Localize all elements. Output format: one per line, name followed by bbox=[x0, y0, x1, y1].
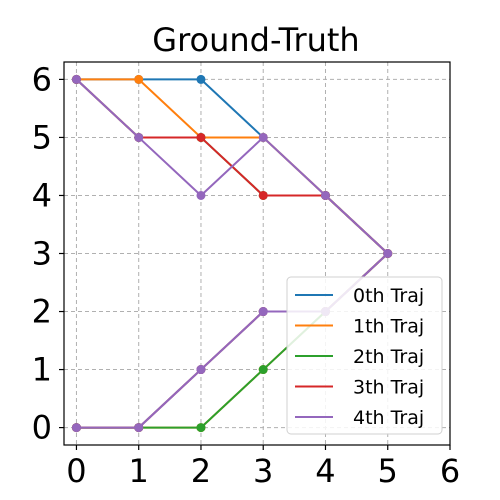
data-point bbox=[258, 190, 268, 200]
x-tick-label: 5 bbox=[378, 452, 398, 490]
legend-label: 4th Traj bbox=[353, 407, 424, 429]
data-point bbox=[71, 423, 81, 433]
data-point bbox=[258, 365, 268, 375]
y-tick-label: 6 bbox=[32, 60, 52, 98]
data-point bbox=[134, 74, 144, 84]
legend-label: 2th Traj bbox=[353, 346, 424, 368]
data-point bbox=[196, 365, 206, 375]
legend-label: 0th Traj bbox=[353, 285, 424, 307]
x-tick-label: 6 bbox=[440, 452, 460, 490]
data-point bbox=[196, 74, 206, 84]
series-4 bbox=[71, 74, 393, 433]
y-tick-label: 1 bbox=[32, 351, 52, 389]
data-point bbox=[71, 74, 81, 84]
data-point bbox=[196, 423, 206, 433]
y-tick-label: 4 bbox=[32, 176, 52, 214]
x-tick-label: 0 bbox=[66, 452, 86, 490]
chart-title: Ground-Truth bbox=[152, 21, 359, 59]
data-point bbox=[258, 132, 268, 142]
y-tick-label: 2 bbox=[32, 293, 52, 331]
legend-label: 3th Traj bbox=[353, 377, 424, 399]
legend: 0th Traj 1th Traj 2th Traj 3th Traj 4th Traj bbox=[286, 276, 443, 435]
data-point bbox=[134, 132, 144, 142]
y-tick-label: 5 bbox=[32, 118, 52, 156]
axis-ticks: 0 1 2 3 4 5 6 0 1 2 3 4 5 6 bbox=[32, 60, 461, 490]
data-point bbox=[134, 423, 144, 433]
data-point bbox=[320, 190, 330, 200]
data-point bbox=[196, 132, 206, 142]
data-point bbox=[258, 307, 268, 317]
legend-box bbox=[286, 276, 443, 435]
x-tick-label: 3 bbox=[253, 452, 273, 490]
data-point bbox=[196, 190, 206, 200]
x-tick-label: 4 bbox=[315, 452, 335, 490]
y-tick-label: 0 bbox=[32, 409, 52, 447]
x-tick-label: 2 bbox=[191, 452, 211, 490]
series-layer bbox=[71, 74, 393, 433]
y-tick-label: 3 bbox=[32, 235, 52, 273]
legend-label: 1th Traj bbox=[353, 316, 424, 338]
data-point bbox=[383, 249, 393, 258]
x-tick-label: 1 bbox=[129, 452, 149, 490]
